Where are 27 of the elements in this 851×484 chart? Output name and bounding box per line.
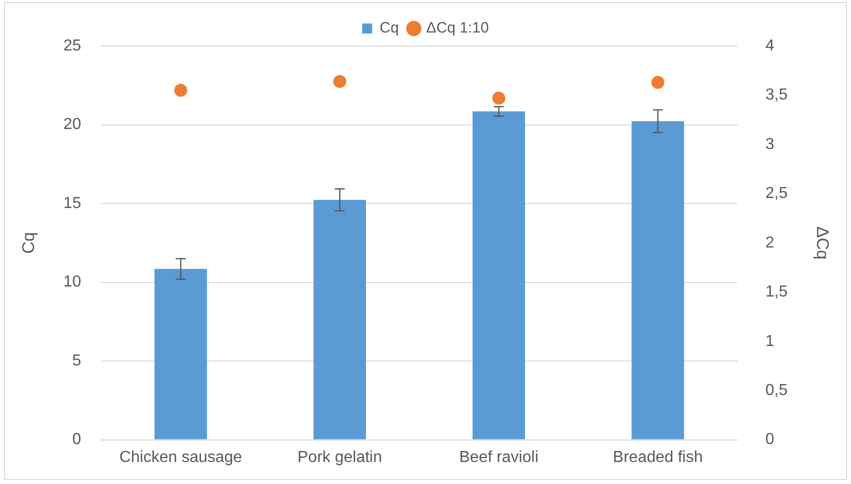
y-tick-label: 10	[63, 274, 82, 291]
y-axis-title: Cq	[18, 232, 38, 254]
y2-tick-label: 2	[765, 234, 774, 252]
y-tick-label: 20	[63, 116, 82, 134]
bar	[154, 268, 207, 440]
y-tick-label: 5	[72, 352, 82, 370]
bar	[632, 121, 684, 440]
x-tick-label: Breaded fish	[612, 448, 703, 466]
y2-tick-label: 3,5	[765, 86, 788, 104]
y-tick-label: 15	[63, 194, 82, 212]
x-tick-label: Pork gelatin	[298, 448, 382, 466]
y-tick-label: 0	[72, 431, 82, 448]
y2-tick-label: 4	[765, 37, 774, 54]
bar	[314, 200, 366, 440]
legend-label: Cq	[380, 20, 399, 37]
bar	[472, 111, 526, 440]
y2-tick-label: 3	[765, 136, 774, 153]
x-tick-label: Chicken sausage	[119, 448, 242, 466]
y2-tick-label: 1,5	[765, 284, 788, 301]
legend-label: ΔCq 1:10	[426, 20, 489, 37]
y2-tick-label: 0,5	[765, 382, 788, 399]
y2-tick-label: 1	[765, 332, 774, 350]
y2-tick-label: 2,5	[765, 185, 788, 202]
x-tick-label: Beef ravioli	[459, 448, 538, 466]
y-tick-label: 25	[63, 37, 82, 54]
y2-axis-title: ΔCq	[813, 226, 832, 260]
y2-tick-label: 0	[765, 431, 774, 448]
